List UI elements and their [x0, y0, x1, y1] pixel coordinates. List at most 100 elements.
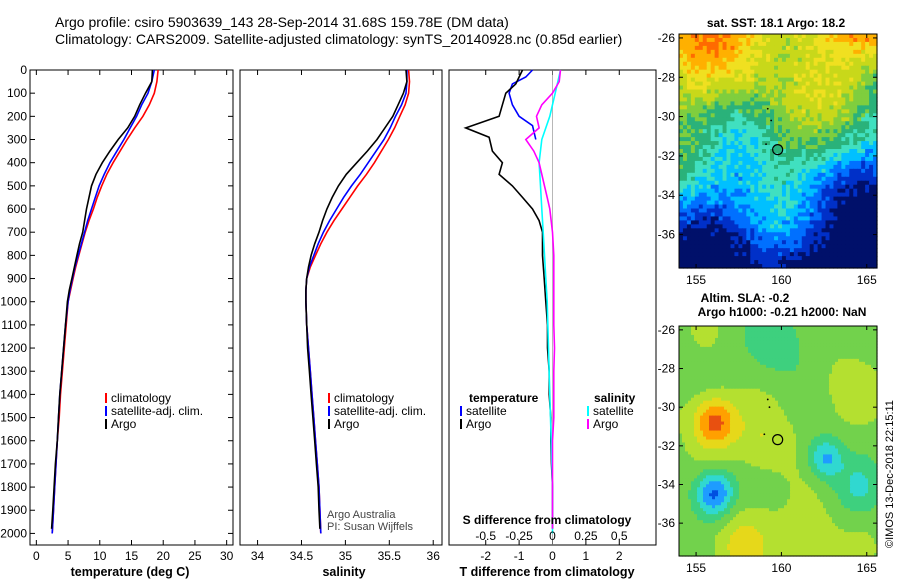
sla_map-cell: [844, 361, 848, 366]
sst_map-cell: [789, 180, 795, 186]
sst_map-cell: [845, 149, 850, 154]
sla_map-cell: [796, 340, 800, 345]
sst_map-cell: [690, 192, 696, 198]
sla_map-cell: [721, 328, 725, 333]
sst_map-cell: [781, 109, 787, 114]
sst_map-cell: [845, 145, 850, 150]
sst_map-cell: [694, 149, 700, 154]
sst_map-cell: [845, 192, 850, 198]
sla_map-cell: [706, 367, 710, 372]
sst_map-cell: [730, 164, 736, 170]
sst_map-cell: [781, 188, 787, 194]
sst_map-cell: [857, 125, 862, 130]
sla_map-cell: [832, 394, 836, 399]
sst_map-cell: [758, 117, 763, 122]
sla_map-cell: [730, 346, 734, 351]
sst_map-cell: [865, 125, 870, 130]
sst_map-cell: [686, 129, 692, 134]
sst_map-cell: [857, 180, 862, 186]
sst_map-cell: [837, 73, 842, 79]
sst_map-cell: [797, 168, 803, 174]
sst_map-cell: [698, 137, 704, 142]
sst_map-cell: [766, 34, 771, 39]
sst_map-cell: [679, 228, 684, 233]
sst_map-cell: [754, 121, 759, 126]
sst_map-cell: [857, 192, 862, 198]
sst_map-cell: [762, 57, 767, 63]
sla_map-cell: [802, 337, 806, 342]
sst_map-cell: [853, 89, 858, 95]
sst_map-cell: [873, 73, 878, 79]
sst_map-cell: [746, 113, 751, 118]
sla_map-cell: [805, 382, 809, 387]
sla_map-cell: [739, 373, 743, 378]
sla_map-cell: [751, 370, 755, 375]
sst_map-cell: [809, 121, 815, 126]
sla_map-cell: [865, 337, 869, 342]
sst_map-cell: [770, 188, 775, 194]
sla_map-cell: [769, 358, 773, 363]
sst_map-cell: [726, 184, 732, 190]
sla_map-cell: [874, 388, 878, 393]
sla_map-cell: [694, 343, 698, 348]
sst_map-cell: [766, 141, 771, 146]
sst_map-cell: [833, 121, 838, 126]
sst_map-cell: [714, 57, 720, 63]
sst_map-cell: [726, 45, 732, 51]
sst_map-cell: [873, 252, 878, 257]
sla_map-cell: [754, 328, 758, 333]
sst_map-cell: [746, 89, 751, 95]
sst_map-cell: [754, 37, 759, 43]
sla_map-cell: [841, 340, 845, 345]
sla_map-cell: [763, 340, 767, 345]
sst_map-cell: [754, 41, 759, 47]
sla_map-cell: [679, 367, 683, 372]
sla_map-cell: [856, 388, 860, 393]
sla_map-cell: [721, 379, 725, 384]
sst_map-cell: [833, 77, 838, 83]
sst_map-cell: [698, 216, 704, 222]
sst_map-cell: [841, 192, 846, 198]
sst_map-cell: [750, 224, 755, 229]
sst_map-cell: [841, 69, 846, 75]
sla_map-cell: [796, 367, 800, 372]
sst_map-cell: [789, 152, 795, 158]
sla_map-cell: [766, 403, 770, 408]
sla_map-cell: [856, 355, 860, 360]
sst_map-cell: [805, 121, 811, 126]
sst_map-cell: [797, 121, 803, 126]
sst_map-cell: [813, 160, 819, 166]
sla_map-cell: [772, 388, 776, 393]
sst_map-cell: [698, 204, 704, 210]
sst_map-cell: [770, 125, 775, 130]
sst_map-cell: [726, 53, 732, 59]
sst_map-cell: [857, 53, 862, 59]
sla_map-cell: [841, 355, 845, 360]
sst_map-cell: [718, 240, 724, 245]
sla_map-cell: [709, 367, 713, 372]
sla_map-cell: [811, 406, 815, 411]
sla_map-cell: [859, 394, 863, 399]
sst_map-cell: [762, 89, 767, 95]
sst_map-cell: [754, 224, 759, 229]
sst_map-cell: [778, 192, 783, 198]
sst_map-cell: [710, 264, 716, 269]
sst_map-cell: [865, 41, 870, 47]
sst_map-cell: [793, 105, 799, 110]
sla_map-cell: [802, 385, 806, 390]
sst_map-cell: [710, 65, 716, 71]
sst_map-cell: [686, 137, 692, 142]
sst_map-cell: [805, 208, 811, 214]
sst_map-cell: [679, 49, 684, 55]
sla_map-cell: [679, 400, 683, 405]
sla_map-cell: [682, 400, 686, 405]
sst_map-cell: [805, 244, 811, 249]
sst_map-cell: [813, 252, 819, 257]
sst_map-cell: [793, 204, 799, 210]
sst_map-cell: [706, 212, 712, 218]
sla_map-cell: [781, 391, 785, 396]
sla_map-cell: [823, 346, 827, 351]
sla_map-cell: [829, 352, 833, 357]
sst_map-cell: [781, 73, 787, 79]
sst_map-cell: [750, 34, 755, 39]
